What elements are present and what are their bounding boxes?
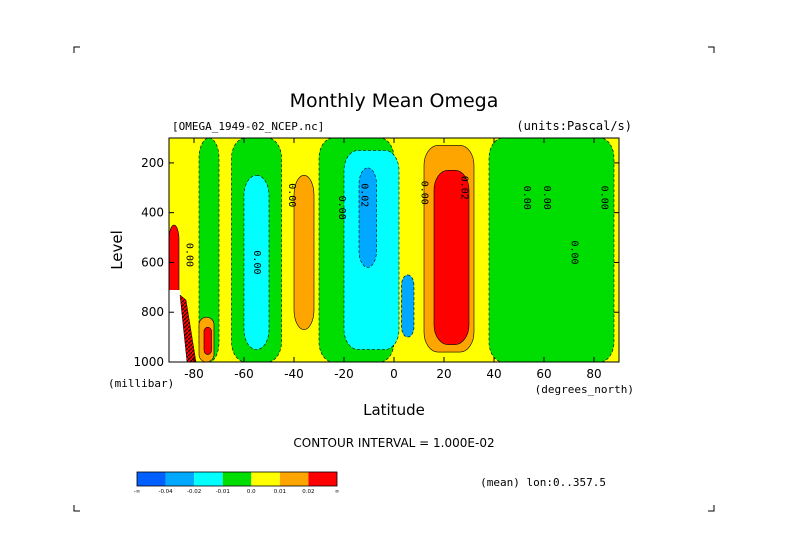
colorbar-label: 0.01	[274, 489, 286, 495]
y-tick-label: 400	[141, 206, 164, 220]
colorbar: -∞ -0.04 -0.02 -0.01 0.0 0.01 0.02 ∞	[134, 471, 340, 495]
plot-area: 0.00 0.00 0.00 0.00 0.02 0.00 0.02 0.00 0.00 0.00…	[169, 138, 619, 362]
contour-label: 0.00	[336, 196, 347, 220]
region-positive-high	[203, 326, 212, 355]
colorbar-label: ∞	[335, 489, 340, 495]
y-axis-title: Level	[108, 230, 126, 270]
contour-label: 0.02	[359, 183, 370, 207]
x-tick-label: -60	[234, 367, 254, 381]
units-label: (units:Pascal/s)	[516, 119, 632, 133]
colorbar-label: -0.01	[216, 489, 230, 495]
colorbar-label: -∞	[134, 489, 141, 495]
colorbar-swatch	[137, 472, 166, 486]
crop-mark-top-left	[73, 46, 80, 53]
chart-title: Monthly Mean Omega	[290, 90, 499, 112]
region-negative-low	[198, 138, 220, 362]
x-axis-title: Latitude	[363, 401, 425, 419]
colorbar-label: -0.02	[187, 489, 201, 495]
colorbar-frame	[136, 471, 338, 487]
x-units-label: (degrees_north)	[535, 383, 634, 396]
region-negative-high	[358, 167, 377, 268]
contour-label: 0.00	[569, 240, 580, 264]
dataset-label: [OMEGA_1949-02_NCEP.nc]	[172, 120, 324, 133]
contour-labels: 0.00 0.00 0.00 0.00 0.02 0.00 0.02 0.00 0.00 0.00…	[184, 176, 610, 275]
x-tick-label: 0	[390, 367, 398, 381]
contour-regions	[169, 138, 615, 362]
region-negative-low	[488, 138, 615, 362]
x-axis: -80 -60 -40 -20 0 20 40 60 80	[184, 138, 602, 381]
contour-label: 0.00	[286, 183, 297, 207]
region-positive-high	[433, 170, 470, 345]
colorbar-label: -0.04	[158, 489, 173, 495]
colorbar-swatch	[165, 472, 195, 486]
dense-contour-area	[179, 294, 197, 362]
region-positive-mid	[293, 175, 315, 330]
x-tick-label: 40	[486, 367, 501, 381]
y-tick-label: 800	[141, 305, 164, 319]
crop-marks	[73, 46, 715, 512]
colorbar-label: 0.0	[247, 489, 256, 495]
x-tick-label: -40	[284, 367, 304, 381]
y-units-label: (millibar)	[108, 377, 174, 390]
y-tick-label: 600	[141, 255, 164, 269]
contour-label: 0.00	[541, 186, 552, 210]
contour-label: 0.00	[419, 181, 430, 205]
y-tick-label: 1000	[133, 355, 164, 369]
colorbar-swatch	[194, 472, 223, 486]
colorbar-swatch	[279, 472, 309, 486]
crop-mark-top-right	[708, 46, 715, 53]
x-tick-label: 80	[586, 367, 601, 381]
x-tick-label: 60	[536, 367, 551, 381]
contour-label: 0.00	[599, 186, 610, 210]
x-tick-label: 20	[436, 367, 451, 381]
contour-label: 0.00	[521, 186, 532, 210]
y-axis: 200 400 600 800 1000	[133, 156, 619, 369]
y-tick-label: 200	[141, 156, 164, 170]
contour-label: 0.00	[184, 243, 195, 267]
colorbar-swatch	[222, 472, 252, 486]
colorbar-swatch	[251, 472, 280, 486]
colorbar-label: 0.02	[302, 489, 314, 495]
region-negative-mid	[243, 175, 270, 350]
contour-label: 0.00	[251, 250, 262, 274]
region-negative-high	[401, 274, 415, 338]
x-tick-label: -80	[184, 367, 204, 381]
colorbar-swatch	[308, 472, 337, 486]
contour-interval-text: CONTOUR INTERVAL = 1.000E-02	[293, 436, 494, 450]
crop-mark-bottom-right	[708, 505, 715, 512]
mean-lon-text: (mean) lon:0..357.5	[480, 476, 606, 489]
x-tick-label: -20	[334, 367, 354, 381]
contour-label: 0.02	[459, 176, 470, 200]
crop-mark-bottom-left	[73, 505, 80, 512]
